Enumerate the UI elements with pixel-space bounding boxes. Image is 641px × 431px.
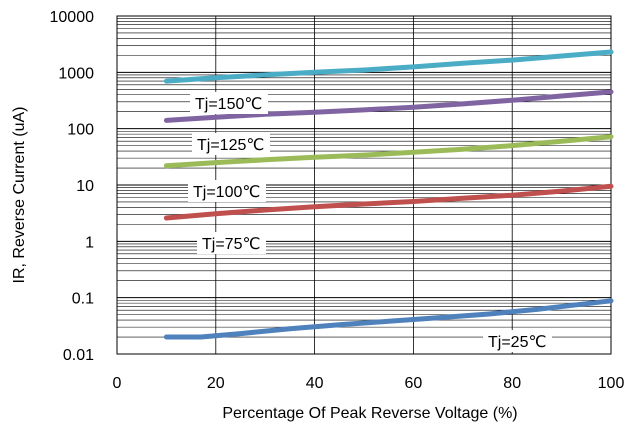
x-tick-label: 80 (503, 375, 521, 392)
series-line (163, 49, 614, 84)
y-axis-title: IR, Reverse Current (uA) (11, 107, 28, 284)
series-label: Tj=125℃ (192, 133, 270, 155)
y-tick-label: 0.1 (72, 291, 94, 308)
series-label: Tj=25℃ (483, 330, 552, 352)
x-tick-labels: 0 20 40 60 80 100 (113, 375, 625, 392)
series-labels: Tj=150℃ Tj=125℃ Tj=100℃ Tj=75℃ Tj=25℃ (188, 92, 552, 352)
series-line (163, 183, 614, 221)
series-label-background (190, 92, 268, 114)
series-label: Tj=100℃ (188, 180, 266, 202)
grid (116, 16, 612, 355)
x-tick-label: 40 (306, 375, 324, 392)
series-lines (163, 49, 614, 340)
x-tick-label: 20 (207, 375, 225, 392)
series-label: Tj=75℃ (197, 232, 266, 254)
y-tick-label: 0.01 (63, 347, 94, 364)
y-tick-label: 1 (85, 234, 94, 251)
series-label: Tj=150℃ (190, 92, 268, 114)
x-tick-label: 60 (405, 375, 423, 392)
series-label-background (192, 133, 270, 155)
series-label-text: Tj=75℃ (202, 236, 260, 253)
y-tick-label: 1000 (58, 65, 94, 82)
y-tick-label: 10 (76, 178, 94, 195)
series-label-text: Tj=150℃ (195, 96, 262, 113)
series-label-background (197, 232, 266, 254)
series-label-text: Tj=25℃ (488, 334, 546, 351)
y-tick-label: 10000 (50, 9, 95, 26)
series-label-text: Tj=100℃ (193, 184, 260, 201)
y-tick-label: 100 (67, 122, 94, 139)
series-label-text: Tj=125℃ (197, 137, 264, 154)
series-label-background (188, 180, 266, 202)
series-label-background (483, 330, 552, 352)
series-line (163, 298, 614, 340)
series-line (163, 89, 614, 123)
x-tick-label: 0 (113, 375, 122, 392)
x-tick-label: 100 (598, 375, 625, 392)
x-axis-title: Percentage Of Peak Reverse Voltage (%) (222, 405, 517, 422)
y-tick-labels: 0.01 0.1 1 10 100 1000 10000 (50, 9, 95, 364)
series-line (163, 134, 614, 169)
